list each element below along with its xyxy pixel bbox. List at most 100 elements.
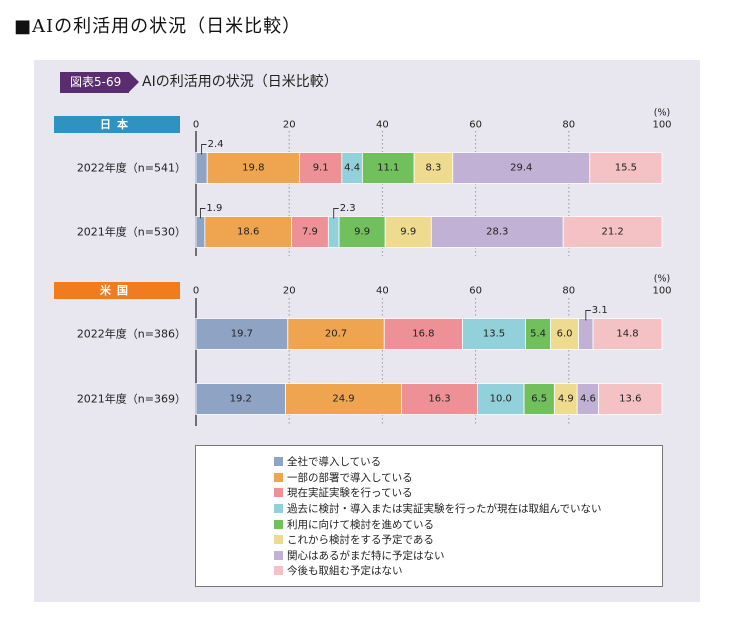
legend-item: 現在実証実験を行っている	[274, 485, 601, 501]
data-label: 29.4	[510, 163, 532, 174]
bar-segment	[204, 216, 292, 248]
data-label: 9.9	[400, 227, 416, 238]
data-label: 6.5	[531, 394, 547, 405]
data-label: 2.3	[340, 203, 356, 214]
legend-label: 関心はあるがまだ特に予定はない	[287, 549, 445, 562]
bar-segment	[383, 318, 463, 350]
figure-number-tag: 図表5-69	[60, 72, 140, 93]
legend-label: 今後も取組む予定はない	[287, 565, 403, 578]
x-tick-label: 100	[652, 120, 671, 131]
data-label: 28.3	[486, 227, 508, 238]
x-tick-label: 0	[193, 120, 199, 131]
group-badge-label: 日本	[100, 117, 134, 131]
data-label: 18.6	[237, 227, 259, 238]
legend-swatch	[274, 566, 283, 576]
data-label: 2.4	[208, 139, 224, 150]
bar-segment	[195, 318, 289, 350]
callout-leader	[585, 310, 591, 321]
data-label: 19.8	[242, 163, 264, 174]
x-tick-label: 20	[283, 120, 296, 131]
data-label: 4.4	[344, 163, 360, 174]
x-tick-label: 100	[652, 286, 671, 297]
bar-segment	[384, 216, 432, 248]
bar-segment	[338, 216, 386, 248]
data-label: 7.9	[302, 227, 318, 238]
bar-segment	[299, 152, 343, 184]
group-badge-label: 米国	[99, 283, 134, 297]
bar-segment	[285, 383, 402, 415]
data-label: 16.3	[428, 394, 450, 405]
data-label: 13.5	[483, 329, 505, 340]
legend-item: 利用に向けて検討を進めている	[274, 516, 601, 532]
bar-segment	[327, 216, 340, 248]
legend-swatch	[274, 488, 283, 498]
data-label: 20.7	[325, 329, 347, 340]
page-title: ■AIの利活用の状況（日米比較）	[14, 16, 302, 37]
callout-leader	[333, 208, 339, 219]
legend-item: 関心はあるがまだ特に予定はない	[274, 548, 601, 564]
data-label: 6.0	[557, 329, 573, 340]
legend-item: 過去に検討・導入または実証実験を行ったが現在は取組んでいない	[274, 501, 601, 517]
legend-label: 全社で導入している	[287, 456, 382, 469]
data-label: 24.9	[332, 394, 354, 405]
bar-segment	[578, 318, 594, 350]
legend-item: 全社で導入している	[274, 454, 601, 470]
row-label: 2022年度（n=541）	[77, 161, 186, 175]
legend-label: これから検討をする予定である	[287, 534, 434, 547]
x-tick-label: 80	[562, 120, 575, 131]
legend-swatch	[274, 457, 283, 467]
data-label: 16.8	[412, 329, 434, 340]
x-tick-label: 0	[193, 286, 199, 297]
legend-swatch	[274, 535, 283, 545]
data-label: 11.1	[377, 163, 399, 174]
x-tick-label: 40	[376, 120, 389, 131]
bar-segment	[195, 383, 286, 415]
data-label: 21.2	[601, 227, 623, 238]
data-label: 13.6	[619, 394, 641, 405]
legend-label: 利用に向けて検討を進めている	[287, 518, 434, 531]
legend-item: 一部の部署で導入している	[274, 470, 601, 486]
legend-label: 過去に検討・導入または実証実験を行ったが現在は取組んでいない	[287, 503, 602, 516]
data-label: 3.1	[592, 305, 608, 316]
legend-item: これから検討をする予定である	[274, 532, 601, 548]
data-label: 15.5	[615, 163, 637, 174]
legend-list: 全社で導入している一部の部署で導入している 現在実証実験を行っている過去に検討・導…	[274, 454, 601, 579]
bar-segment	[525, 318, 552, 350]
bar-segment	[401, 383, 478, 415]
bar-segment	[206, 152, 300, 184]
x-tick-label: 60	[469, 286, 482, 297]
data-label: 10.0	[490, 394, 512, 405]
data-label: 8.3	[425, 163, 441, 174]
x-tick-label: 60	[469, 120, 482, 131]
data-label: 9.1	[313, 163, 329, 174]
data-label: 19.7	[231, 329, 253, 340]
legend-swatch	[274, 504, 283, 514]
unit-label: (%)	[654, 108, 670, 119]
row-label: 2022年度（n=386）	[77, 327, 186, 341]
bar-segment	[287, 318, 385, 350]
unit-label: (%)	[654, 274, 670, 285]
bar-segment	[562, 216, 663, 248]
bar-segment	[430, 216, 564, 248]
legend-swatch	[274, 472, 283, 482]
legend-swatch	[274, 519, 283, 529]
group-badge	[54, 282, 180, 299]
bar-segment	[523, 383, 555, 415]
data-label: 5.4	[530, 329, 546, 340]
data-label: 4.9	[558, 394, 574, 405]
legend-label: 一部の部署で導入している	[287, 471, 413, 484]
legend-swatch	[274, 550, 283, 560]
data-label: 9.9	[354, 227, 370, 238]
x-tick-label: 80	[562, 286, 575, 297]
bar-segment	[550, 318, 579, 350]
data-label: 19.2	[230, 394, 252, 405]
x-tick-label: 20	[283, 286, 296, 297]
legend-label: 現在実証実験を行っている	[287, 487, 413, 500]
group-badge	[54, 116, 180, 133]
callout-leader	[201, 144, 207, 155]
row-label: 2021年度（n=530）	[77, 225, 186, 239]
data-label: 1.9	[206, 203, 222, 214]
row-label: 2021年度（n=369）	[77, 392, 186, 406]
bar-segment	[195, 216, 206, 248]
